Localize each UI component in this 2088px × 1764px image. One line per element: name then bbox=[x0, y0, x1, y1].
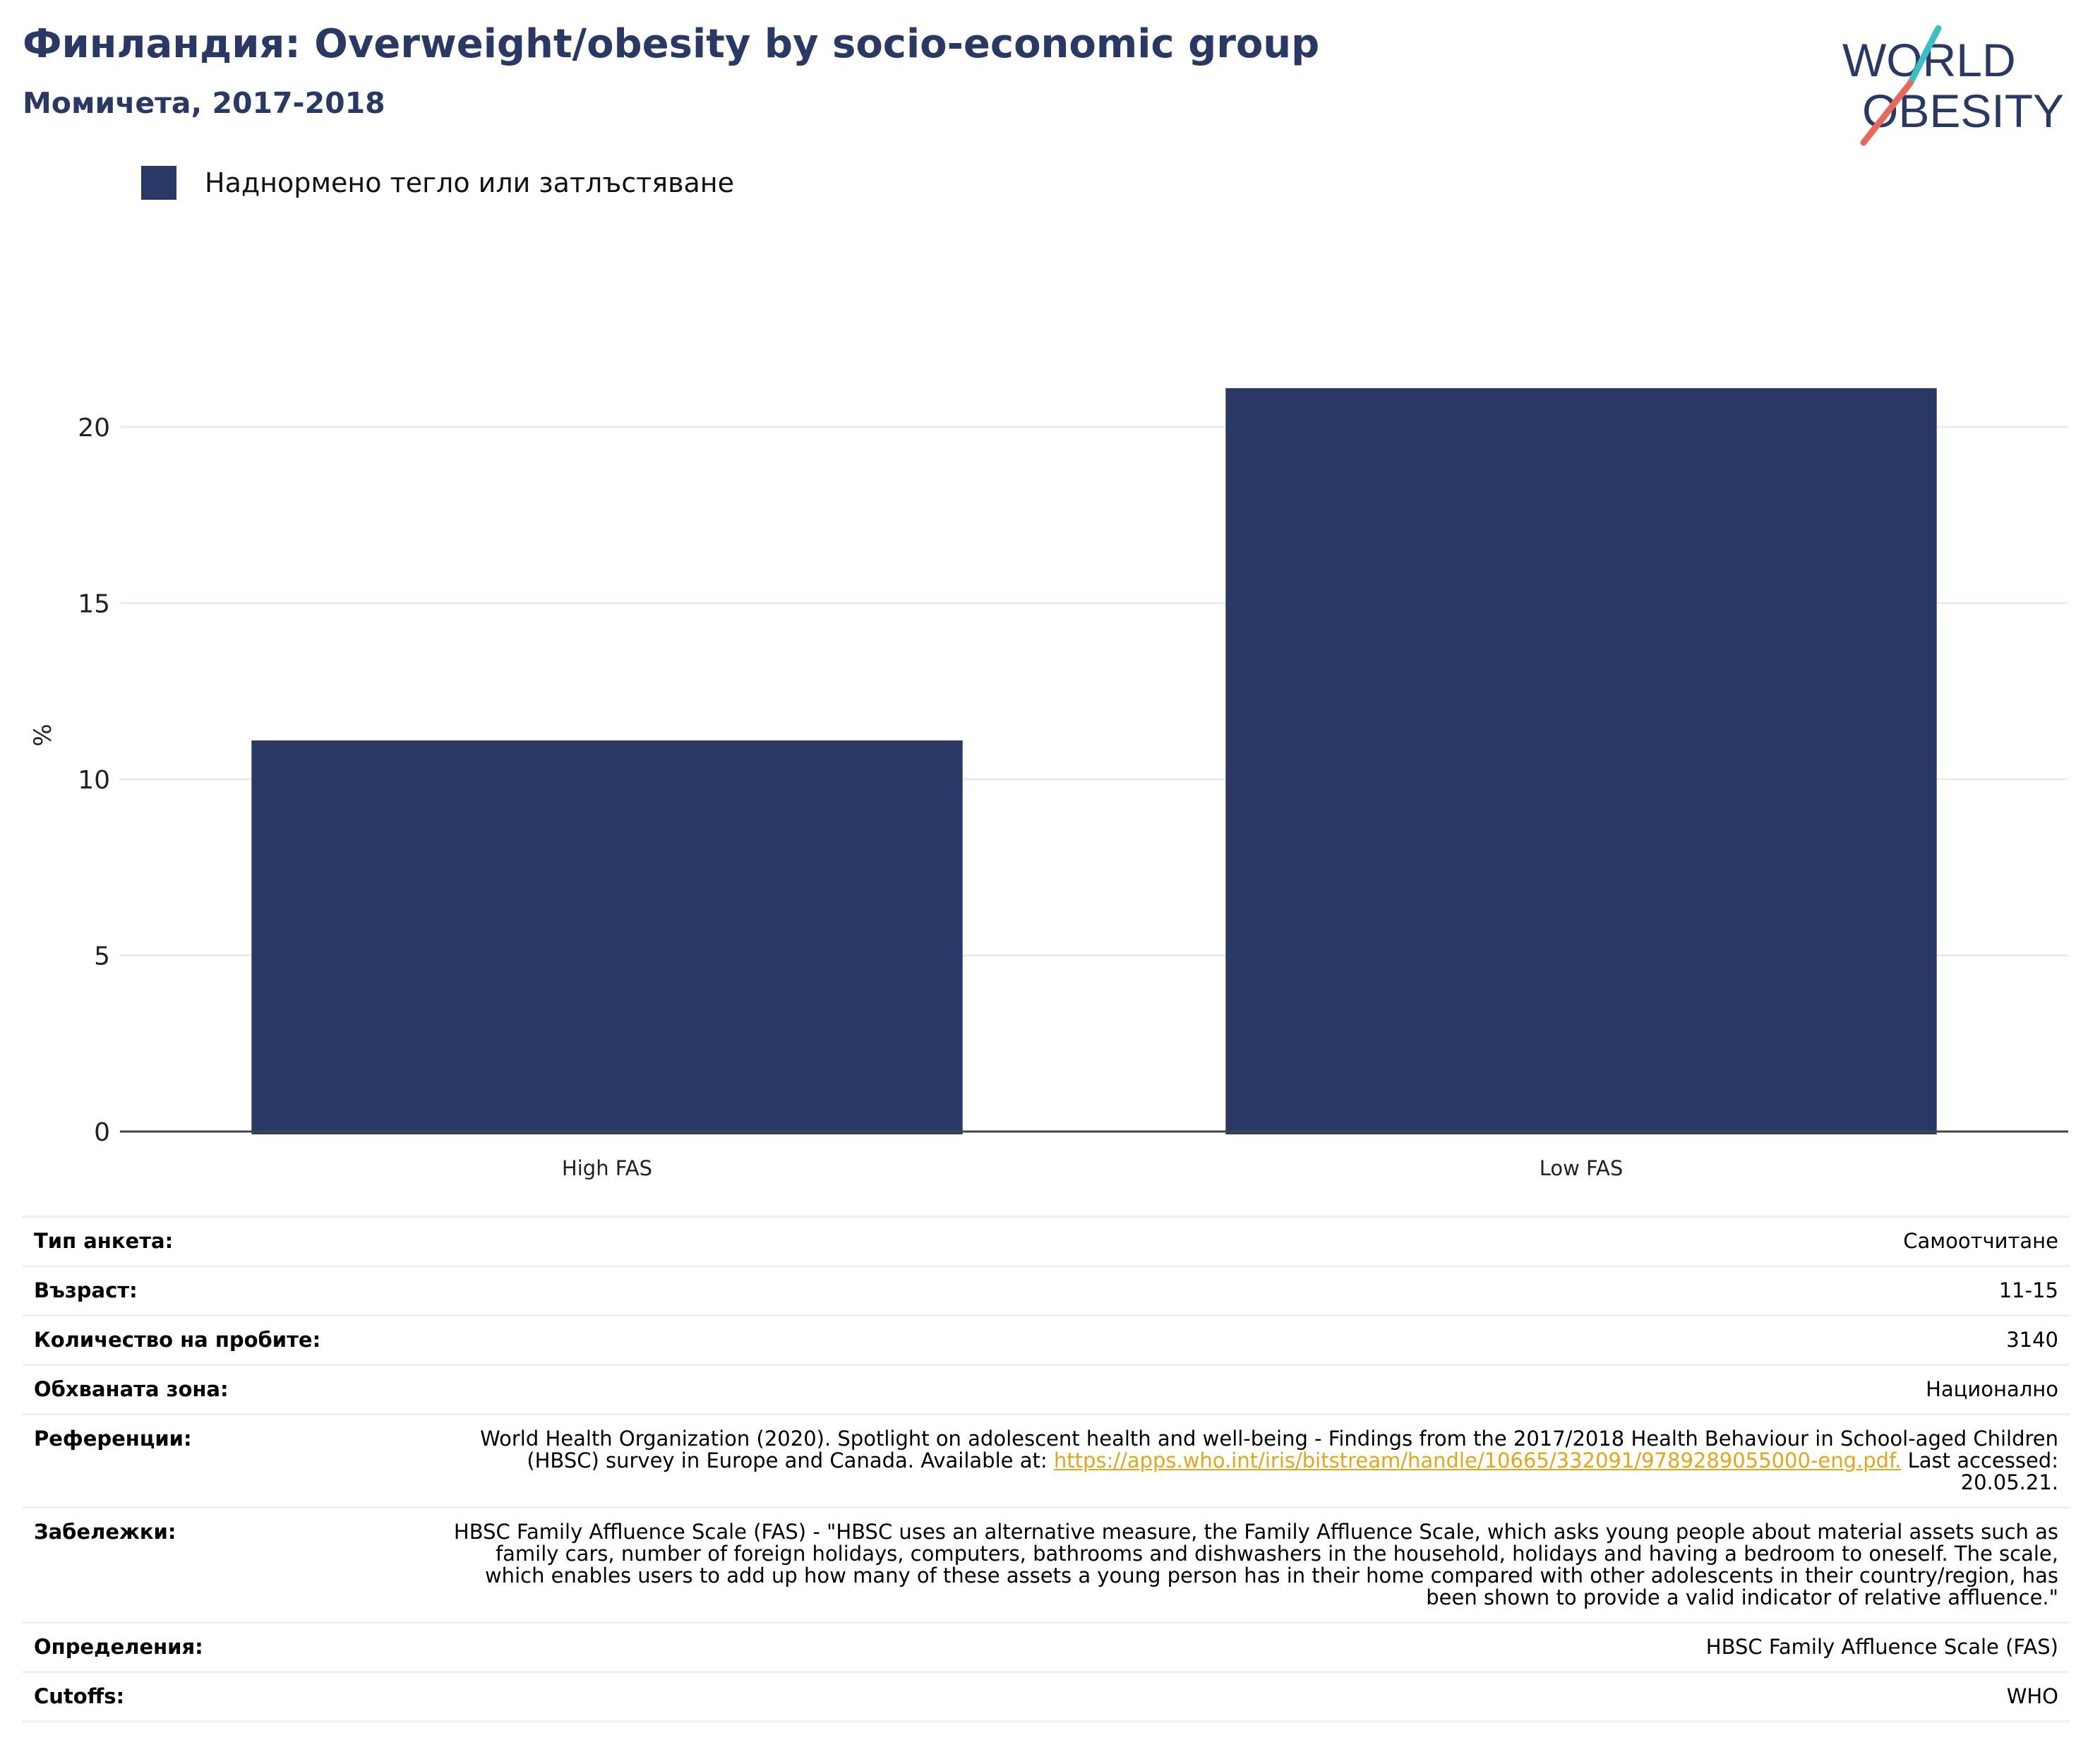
axes: 0 5 10 15 20 High FAS Low FAS% bbox=[29, 414, 2068, 1180]
meta-label: Тип анкета: bbox=[34, 1229, 174, 1253]
chart-legend[interactable]: Наднормено тегло или затлъстяване bbox=[141, 165, 734, 200]
meta-label: Референции: bbox=[34, 1427, 192, 1451]
x-tick-label: High FAS bbox=[562, 1156, 652, 1180]
legend-swatch bbox=[141, 166, 176, 200]
meta-value: HBSC Family Affluence Scale (FAS) - "HBS… bbox=[453, 1520, 2058, 1609]
y-tick-label: 10 bbox=[78, 766, 110, 795]
x-tick-label: Low FAS bbox=[1540, 1156, 1624, 1180]
meta-row-definitions: Определения: HBSC Family Affluence Scale… bbox=[23, 1622, 2070, 1672]
metadata-table: Тип анкета: Самоотчитане Възраст: 11-15 … bbox=[23, 1216, 2070, 1722]
logo-line-obesity: OBESITY bbox=[1862, 85, 2064, 137]
bar-chart: 0 5 10 15 20 High FAS Low FAS% bbox=[29, 388, 2068, 1180]
meta-value: WHO bbox=[2006, 1684, 2058, 1708]
logo-slash-top bbox=[1907, 25, 1942, 87]
meta-row-age: Възраст: 11-15 bbox=[23, 1266, 2070, 1316]
reference-accessed: Last accessed: 20.05.21. bbox=[1901, 1448, 2058, 1494]
bar bbox=[1225, 388, 1937, 1135]
meta-value: HBSC Family Affluence Scale (FAS) bbox=[1705, 1635, 2058, 1659]
y-axis-label: % bbox=[29, 724, 57, 746]
meta-row-cutoffs: Cutoffs: WHO bbox=[23, 1672, 2070, 1722]
meta-row-notes: Забележки: HBSC Family Affluence Scale (… bbox=[23, 1507, 2070, 1623]
meta-value: Самоотчитане bbox=[1903, 1229, 2058, 1253]
bar bbox=[251, 740, 963, 1134]
page-title: Финландия: Overweight/obesity by socio-e… bbox=[23, 21, 1320, 67]
meta-row-survey-type: Тип анкета: Самоотчитане bbox=[23, 1216, 2070, 1266]
meta-row-sample-size: Количество на пробите: 3140 bbox=[23, 1315, 2070, 1365]
meta-label: Определения: bbox=[34, 1635, 203, 1659]
y-tick-label: 20 bbox=[78, 414, 110, 443]
legend-label: Наднормено тегло или затлъстяване bbox=[205, 167, 734, 198]
meta-label: Количество на пробите: bbox=[34, 1328, 321, 1352]
meta-value: 3140 bbox=[2006, 1328, 2058, 1352]
meta-row-references: Референции: World Health Organization (2… bbox=[23, 1414, 2070, 1508]
meta-value: Национално bbox=[1926, 1377, 2058, 1401]
meta-label: Забележки: bbox=[34, 1520, 176, 1544]
y-tick-label: 15 bbox=[78, 589, 110, 618]
meta-value: 11-15 bbox=[1998, 1278, 2058, 1302]
page-subtitle: Момичета, 2017-2018 bbox=[23, 86, 385, 120]
meta-label: Обхваната зона: bbox=[34, 1377, 229, 1401]
meta-label: Възраст: bbox=[34, 1278, 138, 1302]
meta-row-coverage: Обхваната зона: Национално bbox=[23, 1364, 2070, 1415]
world-obesity-logo: WORLD OBESITY bbox=[1842, 25, 2064, 146]
y-tick-label: 0 bbox=[94, 1118, 110, 1147]
bars bbox=[251, 388, 1937, 1135]
logo-slash-bottom bbox=[1860, 80, 1914, 146]
meta-value: World Health Organization (2020). Spotli… bbox=[440, 1415, 2070, 1508]
reference-link[interactable]: https://apps.who.int/iris/bitstream/hand… bbox=[1053, 1448, 1902, 1472]
meta-label: Cutoffs: bbox=[34, 1684, 125, 1708]
reference-text: World Health Organization (2020). Spotli… bbox=[480, 1427, 2058, 1472]
y-tick-label: 5 bbox=[94, 942, 110, 971]
